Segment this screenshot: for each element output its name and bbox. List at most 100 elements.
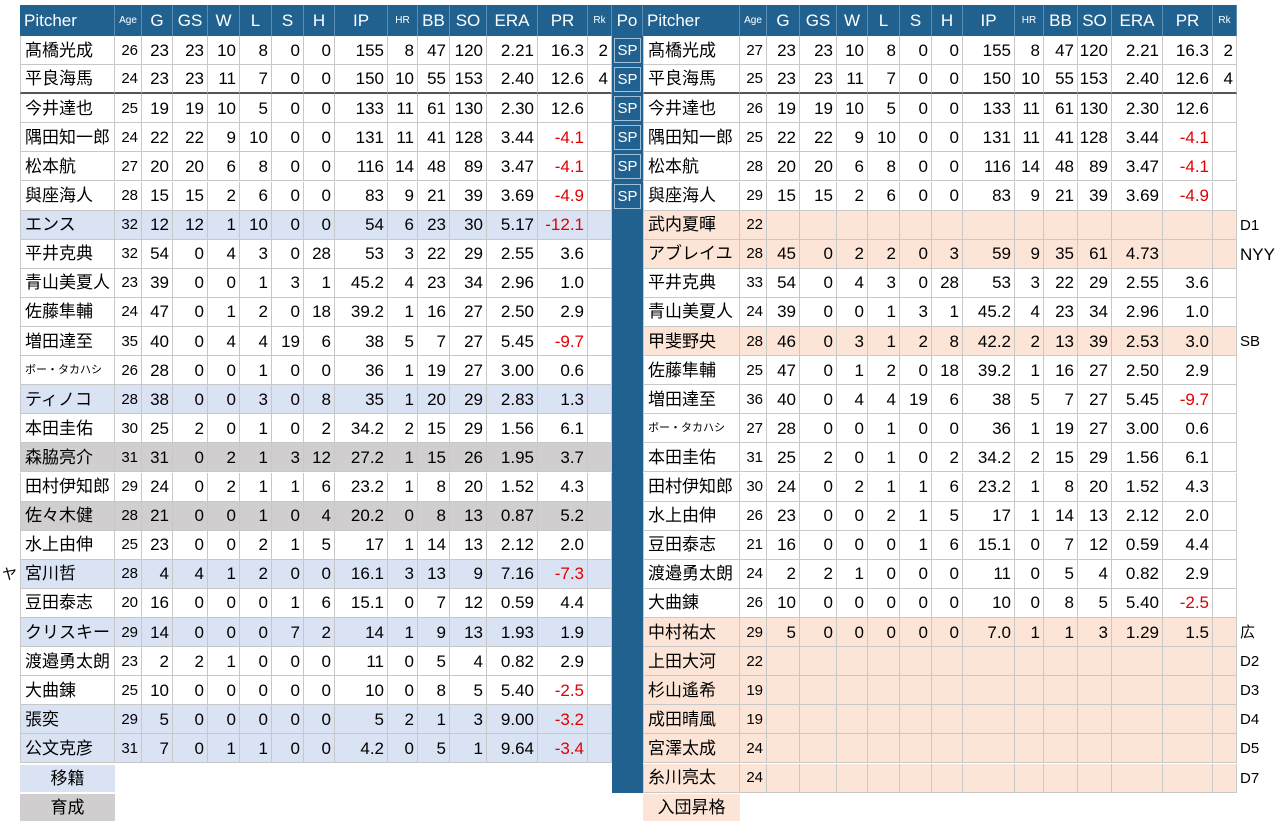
stat-cell: 3.7 xyxy=(538,443,588,473)
stat-cell: 27 xyxy=(450,356,487,386)
stat-cell xyxy=(1213,559,1237,589)
stat-cell: 0 xyxy=(173,472,208,502)
stat-cell xyxy=(932,210,963,240)
stat-cell: 1 xyxy=(868,297,900,327)
stat-cell: 4 xyxy=(837,268,868,298)
stat-cell: 1 xyxy=(900,501,932,531)
stat-cell: 2.9 xyxy=(1163,559,1213,589)
stat-cell xyxy=(588,705,612,735)
stat-cell: 10 xyxy=(208,94,240,124)
stat-cell xyxy=(800,210,837,240)
stat-cell: 16.3 xyxy=(538,36,588,66)
age-cell: 26 xyxy=(740,501,767,531)
stat-cell: 0 xyxy=(388,734,418,764)
stat-cell: 0 xyxy=(208,501,240,531)
stat-cell: 3 xyxy=(1015,268,1044,298)
pitcher-name: 平井克典 xyxy=(20,239,115,269)
stat-cell: 1 xyxy=(1015,472,1044,502)
stat-cell: 10 xyxy=(1015,65,1044,95)
stat-cell: 2 xyxy=(837,239,868,269)
stat-cell: 34.2 xyxy=(963,443,1015,473)
stat-cell: 4.4 xyxy=(1163,530,1213,560)
stat-cell: 0 xyxy=(900,152,932,182)
pitcher-name: 與座海人 xyxy=(643,181,740,211)
stat-cell: 0 xyxy=(900,268,932,298)
stat-cell: 7 xyxy=(272,618,304,648)
stat-cell: 0 xyxy=(388,676,418,706)
stat-cell: 3.0 xyxy=(1163,327,1213,357)
stat-cell: 0 xyxy=(173,297,208,327)
stat-cell: 0 xyxy=(900,618,932,648)
age-cell: 25 xyxy=(115,530,142,560)
stat-cell xyxy=(1078,705,1112,735)
age-cell: 22 xyxy=(740,647,767,677)
stat-cell: 2 xyxy=(388,705,418,735)
stat-cell: 0 xyxy=(304,734,335,764)
stat-cell: 11 xyxy=(963,559,1015,589)
row-note: 広 xyxy=(1240,624,1256,642)
stat-cell: 4 xyxy=(208,327,240,357)
stat-cell: 0 xyxy=(272,152,304,182)
stat-cell: 1.52 xyxy=(487,472,538,502)
stat-cell: 0 xyxy=(272,676,304,706)
stat-cell: 8 xyxy=(240,36,272,66)
stat-cell: 6 xyxy=(388,210,418,240)
header-cell: W xyxy=(208,5,240,36)
stat-cell: -4.1 xyxy=(1163,152,1213,182)
stat-cell: 1 xyxy=(388,356,418,386)
stat-cell xyxy=(1112,676,1163,706)
stat-cell: 4 xyxy=(588,65,612,95)
stat-cell: 2 xyxy=(868,239,900,269)
age-cell: 31 xyxy=(115,443,142,473)
stat-cell: 4 xyxy=(868,385,900,415)
age-cell: 20 xyxy=(115,588,142,618)
stat-cell: 41 xyxy=(1044,123,1078,153)
stat-cell: 0 xyxy=(208,385,240,415)
stat-cell: 0 xyxy=(272,239,304,269)
stat-cell xyxy=(588,268,612,298)
stat-cell: 0 xyxy=(272,647,304,677)
pitcher-name: 今井達也 xyxy=(643,94,740,124)
stat-cell: 3 xyxy=(932,239,963,269)
stat-cell: 128 xyxy=(450,123,487,153)
stat-cell: 2.9 xyxy=(538,297,588,327)
stat-cell: 55 xyxy=(1044,65,1078,95)
stat-cell: 3 xyxy=(837,327,868,357)
stat-cell: 0 xyxy=(304,705,335,735)
stat-cell: 8 xyxy=(418,501,450,531)
header-cell: Pitcher xyxy=(20,5,115,36)
stat-cell: 2 xyxy=(208,472,240,502)
pitcher-name: 青山美夏人 xyxy=(643,297,740,327)
stat-cell: 30 xyxy=(450,210,487,240)
pitcher-name: 中村祐太 xyxy=(643,618,740,648)
stat-cell: 0 xyxy=(900,559,932,589)
stat-cell: 0 xyxy=(173,618,208,648)
pitcher-name: 公文克彦 xyxy=(20,734,115,764)
stat-cell: 39 xyxy=(142,268,173,298)
stat-cell: 0 xyxy=(272,501,304,531)
stat-cell xyxy=(1163,734,1213,764)
stat-cell: 6 xyxy=(304,472,335,502)
pitcher-name: 隅田知一郎 xyxy=(20,123,115,153)
po-cell: SP xyxy=(614,38,641,64)
stat-cell xyxy=(837,676,868,706)
stat-cell: 1.29 xyxy=(1112,618,1163,648)
age-cell: 22 xyxy=(740,210,767,240)
stat-cell: 47 xyxy=(767,356,800,386)
stat-cell: 0 xyxy=(272,210,304,240)
stat-cell: 59 xyxy=(963,239,1015,269)
stat-cell: 2 xyxy=(208,443,240,473)
stat-cell: 1 xyxy=(900,530,932,560)
stat-cell: 1 xyxy=(868,443,900,473)
stat-cell: 0 xyxy=(208,414,240,444)
stat-cell: 1 xyxy=(272,472,304,502)
stat-cell: 0 xyxy=(1015,530,1044,560)
stat-cell: 1 xyxy=(388,443,418,473)
stat-cell: 3 xyxy=(272,268,304,298)
header-cell: PR xyxy=(538,5,588,36)
stat-cell xyxy=(800,763,837,793)
stat-cell: 5.45 xyxy=(1112,385,1163,415)
stat-cell: 0 xyxy=(208,676,240,706)
stat-cell: 1 xyxy=(208,559,240,589)
stat-cell: 0 xyxy=(837,297,868,327)
